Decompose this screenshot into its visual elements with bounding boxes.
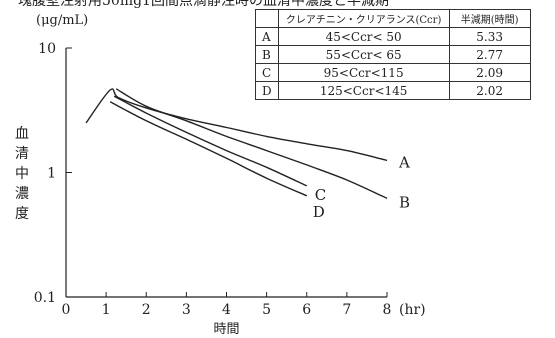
table-row: C 95<Ccr<115 2.09: [255, 63, 531, 82]
x-tick-label: 4: [222, 302, 231, 318]
table-row: A 45<Ccr< 50 5.33: [255, 27, 531, 46]
table-cell-ccr: 55<Ccr< 65: [277, 45, 450, 64]
curve-label-a: A: [398, 153, 410, 171]
x-tick-label: 0: [62, 302, 71, 318]
y-tick-label: 1: [47, 166, 56, 182]
y-tick-label: 0.1: [34, 290, 56, 306]
series-line-a: [85, 88, 388, 162]
table-cell-ccr: 125<Ccr<145: [277, 81, 450, 100]
table-cell-half-life: 2.77: [448, 45, 531, 64]
table-cell-id: D: [255, 81, 279, 100]
table-cell-id: B: [255, 45, 279, 64]
y-axis-unit: (μg/mL): [36, 13, 88, 28]
table-header-half-life: 半減期(時間): [448, 9, 531, 28]
half-life-table: クレアチニン・クリアランス(Ccr) 半減期(時間) A 45<Ccr< 50 …: [255, 9, 531, 100]
curve-label-d: D: [313, 203, 325, 221]
curve-label-b: B: [399, 193, 410, 211]
table-cell-half-life: 2.02: [448, 81, 531, 100]
y-tick-label: 10: [38, 41, 56, 57]
y-axis-label: 血清中濃度: [15, 126, 29, 222]
series-line-b: [115, 88, 388, 199]
x-tick-label: 7: [342, 302, 351, 318]
table-cell-half-life: 5.33: [448, 27, 531, 46]
series-line-c: [113, 95, 308, 187]
table-cell-ccr: 95<Ccr<115: [277, 63, 450, 82]
table-row: B 55<Ccr< 65 2.77: [255, 45, 531, 64]
page-title: 塊腹壁注射用50mg1回間点滴静注時の血清中濃度と半減期: [18, 0, 389, 8]
x-axis-unit: (hr): [399, 302, 426, 318]
x-tick-label: 8: [383, 302, 392, 318]
table-header-ccr: クレアチニン・クリアランス(Ccr): [277, 9, 450, 28]
x-axis-label: 時間: [213, 322, 239, 337]
table-row: D 125<Ccr<145 2.02: [255, 81, 531, 100]
curve-label-c: C: [315, 186, 326, 204]
series-line-d: [109, 101, 308, 197]
table-header-row: クレアチニン・クリアランス(Ccr) 半減期(時間): [255, 9, 531, 28]
table-cell-id: C: [255, 63, 279, 82]
table-cell-id: A: [255, 27, 279, 46]
table-header-blank: [255, 9, 279, 28]
x-tick-label: 3: [182, 302, 191, 318]
x-tick-label: 5: [262, 302, 271, 318]
table-cell-ccr: 45<Ccr< 50: [277, 27, 450, 46]
x-tick-label: 1: [102, 302, 111, 318]
x-tick-label: 2: [142, 302, 151, 318]
table-cell-half-life: 2.09: [448, 63, 531, 82]
x-tick-label: 6: [302, 302, 311, 318]
